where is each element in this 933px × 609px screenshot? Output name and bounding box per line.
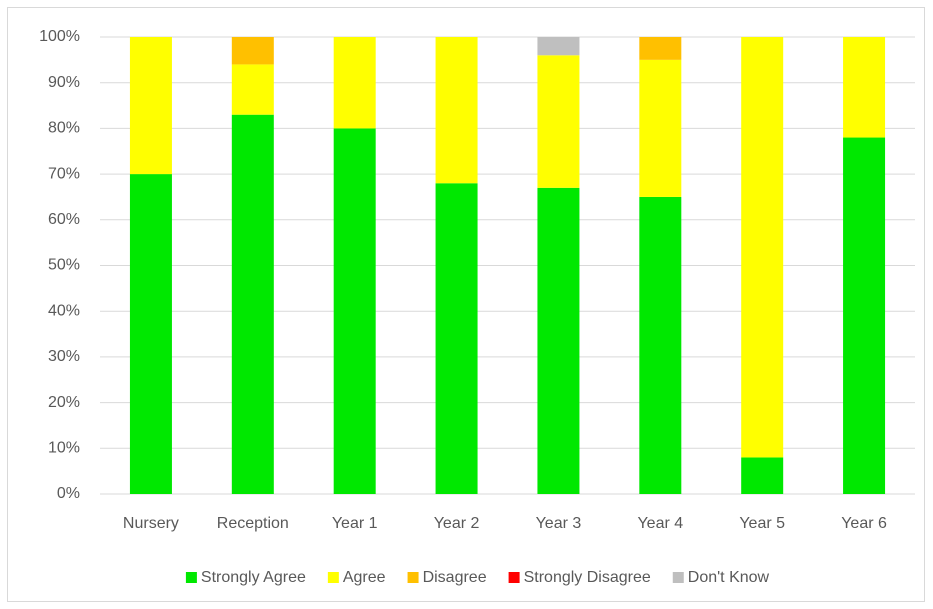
- y-tick-label: 30%: [48, 348, 80, 365]
- y-tick-label: 10%: [48, 440, 80, 457]
- bar-segment: [333, 37, 376, 129]
- y-tick-label: 90%: [48, 74, 80, 91]
- bar-segment: [639, 196, 682, 494]
- legend-label: Don't Know: [688, 569, 770, 586]
- bar-segment: [537, 37, 580, 56]
- x-tick-label: Year 5: [739, 515, 785, 532]
- legend-label: Strongly Agree: [201, 569, 306, 586]
- legend-swatch: [185, 572, 197, 583]
- y-tick-label: 80%: [48, 120, 80, 137]
- bar-segment: [639, 59, 682, 197]
- bar-segment: [537, 187, 580, 494]
- legend-label: Strongly Disagree: [524, 569, 651, 586]
- x-tick-label: Year 2: [434, 515, 480, 532]
- y-tick-label: 70%: [48, 165, 80, 182]
- bar-segment: [537, 55, 580, 188]
- y-tick-label: 20%: [48, 394, 80, 411]
- bar-segment: [843, 37, 886, 138]
- legend-label: Disagree: [423, 569, 487, 586]
- y-tick-label: 100%: [39, 28, 80, 45]
- legend-swatch: [508, 572, 520, 583]
- bar-segment: [231, 114, 274, 494]
- bar-segment: [231, 64, 274, 115]
- bar-segment: [435, 37, 478, 184]
- bar-segment: [639, 37, 682, 60]
- bar-segment: [129, 37, 172, 175]
- y-tick-label: 50%: [48, 257, 80, 274]
- bar-segment: [333, 128, 376, 494]
- y-tick-label: 60%: [48, 211, 80, 228]
- legend-swatch: [327, 572, 339, 583]
- x-tick-label: Year 6: [841, 515, 887, 532]
- legend-swatch: [672, 572, 684, 583]
- y-tick-label: 40%: [48, 302, 80, 319]
- bar-segment: [129, 174, 172, 494]
- bar-segment: [231, 37, 274, 65]
- x-tick-label: Nursery: [123, 515, 179, 532]
- x-tick-label: Year 1: [332, 515, 378, 532]
- x-tick-label: Reception: [217, 515, 289, 532]
- x-tick-label: Year 4: [637, 515, 683, 532]
- bar-segment: [741, 37, 784, 458]
- bar-segment: [741, 457, 784, 494]
- legend-label: Agree: [343, 569, 386, 586]
- bar-segment: [435, 183, 478, 495]
- x-tick-label: Year 3: [536, 515, 582, 532]
- y-tick-label: 0%: [57, 485, 80, 502]
- legend-swatch: [407, 572, 419, 583]
- bar-segment: [843, 137, 886, 495]
